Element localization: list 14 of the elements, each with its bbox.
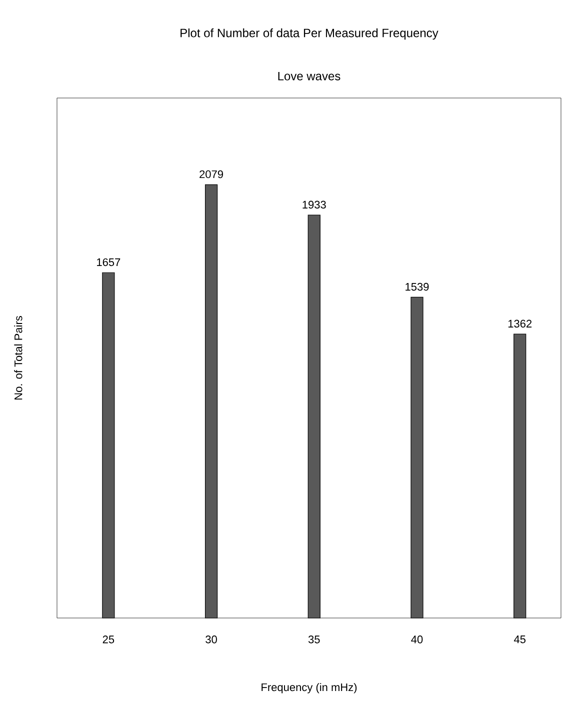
data-label: 2079	[200, 170, 223, 178]
chart-subtitle: Love waves	[278, 72, 340, 80]
chart-title: Plot of Number of data Per Measured Frequency	[180, 28, 438, 40]
x-tick-label: 35	[308, 636, 320, 644]
x-tick-label: 45	[514, 636, 526, 644]
y-axis-title: No. of Total Pairs	[14, 316, 22, 400]
x-tick-label: 40	[411, 636, 423, 644]
data-label: 1933	[302, 200, 326, 209]
x-axis-title: Frequency (in mHz)	[262, 683, 357, 694]
data-label: 1657	[97, 258, 120, 266]
x-tick-label: 30	[206, 636, 217, 644]
data-label: 1539	[406, 282, 429, 291]
x-tick-label: 25	[102, 636, 114, 644]
data-label: 1362	[508, 320, 532, 328]
